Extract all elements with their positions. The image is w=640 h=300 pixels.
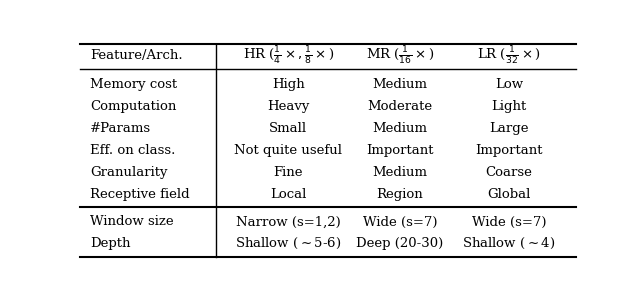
Text: Granularity: Granularity	[90, 166, 168, 179]
Text: High: High	[272, 78, 305, 91]
Text: Global: Global	[487, 188, 531, 201]
Text: Wide (s=7): Wide (s=7)	[363, 215, 437, 229]
Text: Light: Light	[492, 100, 527, 113]
Text: Fine: Fine	[273, 166, 303, 179]
Text: Heavy: Heavy	[267, 100, 310, 113]
Text: Moderate: Moderate	[367, 100, 433, 113]
Text: Important: Important	[476, 144, 543, 157]
Text: Shallow ($\sim$5-6): Shallow ($\sim$5-6)	[235, 236, 342, 251]
Text: Receptive field: Receptive field	[90, 188, 189, 201]
Text: Large: Large	[490, 122, 529, 135]
Text: LR ($\frac{1}{32}\times$): LR ($\frac{1}{32}\times$)	[477, 45, 541, 67]
Text: Wide (s=7): Wide (s=7)	[472, 215, 547, 229]
Text: Narrow (s=1,2): Narrow (s=1,2)	[236, 215, 340, 229]
Text: Coarse: Coarse	[486, 166, 532, 179]
Text: Depth: Depth	[90, 237, 131, 250]
Text: Important: Important	[366, 144, 434, 157]
Text: Low: Low	[495, 78, 523, 91]
Text: #Params: #Params	[90, 122, 151, 135]
Text: Memory cost: Memory cost	[90, 78, 177, 91]
Text: Computation: Computation	[90, 100, 176, 113]
Text: Small: Small	[269, 122, 307, 135]
Text: MR ($\frac{1}{16}\times$): MR ($\frac{1}{16}\times$)	[365, 45, 435, 67]
Text: Window size: Window size	[90, 215, 173, 229]
Text: Not quite useful: Not quite useful	[234, 144, 342, 157]
Text: Medium: Medium	[372, 166, 428, 179]
Text: Medium: Medium	[372, 78, 428, 91]
Text: Feature/Arch.: Feature/Arch.	[90, 49, 182, 62]
Text: Shallow ($\sim$4): Shallow ($\sim$4)	[462, 236, 556, 251]
Text: Medium: Medium	[372, 122, 428, 135]
Text: Local: Local	[270, 188, 307, 201]
Text: Deep (20-30): Deep (20-30)	[356, 237, 444, 250]
Text: Region: Region	[376, 188, 423, 201]
Text: Eff. on class.: Eff. on class.	[90, 144, 175, 157]
Text: HR ($\frac{1}{4}\times,\frac{1}{8}\times$): HR ($\frac{1}{4}\times,\frac{1}{8}\times…	[243, 45, 334, 67]
